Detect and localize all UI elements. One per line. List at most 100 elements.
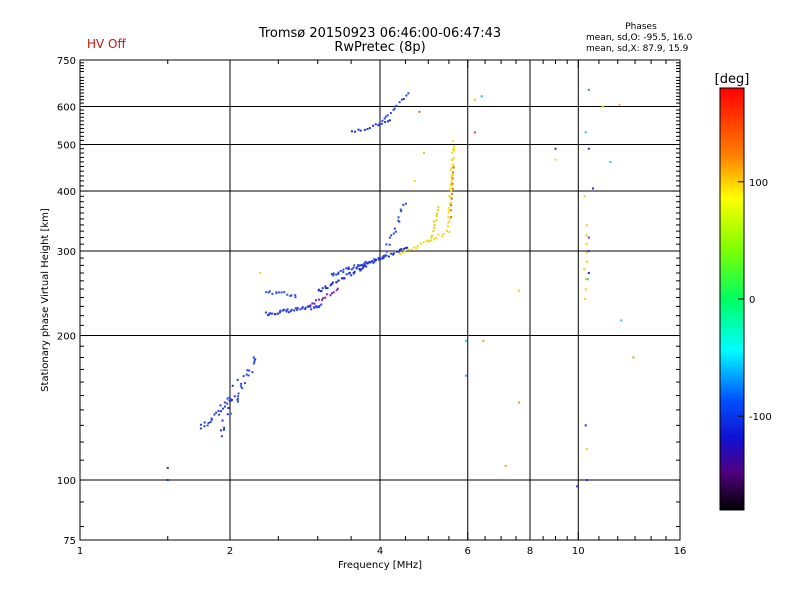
data-point [447,211,450,214]
data-point [433,226,436,229]
data-point [378,257,381,260]
data-point [324,285,327,288]
data-point [584,424,587,427]
data-point [199,427,202,430]
data-point [318,304,321,307]
data-point [352,272,355,275]
data-point [226,402,229,405]
data-point [452,149,455,152]
data-point [432,230,435,233]
data-point [307,305,310,308]
data-point [384,121,387,124]
grid-lines [80,60,680,540]
y-tick-label: 750 [57,56,76,67]
data-point [326,287,329,290]
data-point [587,271,590,274]
data-point [365,265,368,268]
data-point [445,229,448,232]
data-point [433,224,436,227]
data-point [227,407,230,410]
colorbar-tick-label: -100 [749,412,772,423]
data-point [450,151,453,154]
data-point [353,270,356,273]
data-point [252,362,255,365]
data-point [217,409,220,412]
data-point [313,302,316,305]
data-point [271,312,274,315]
data-point [363,264,366,267]
data-point [213,413,216,416]
data-point [254,358,257,361]
data-point [320,290,323,293]
data-point [448,218,451,221]
data-point [450,159,453,162]
chart-title: Tromsø 20150923 06:46:00-06:47:43 RwPret… [230,27,530,55]
data-point [281,309,284,312]
data-point [413,179,416,182]
data-point [361,264,364,267]
data-point [400,210,403,213]
data-point [450,215,453,218]
data-point [435,214,438,217]
data-point [229,412,232,415]
data-point [392,252,395,255]
data-point [199,423,202,426]
data-point [253,360,256,363]
data-point [239,385,242,388]
data-point [251,371,254,374]
data-point [394,230,397,233]
y-tick-label: 75 [63,536,76,547]
data-point [585,224,588,227]
data-point [419,242,422,245]
phase-stats-x: mean, sd,X: 87.9, 15.9 [586,44,689,54]
data-point [330,292,333,295]
data-point [350,274,353,277]
data-point [452,165,455,168]
data-point [587,236,590,239]
data-point [348,271,351,274]
data-point [321,287,324,290]
data-point [450,190,453,193]
y-tick-label: 100 [57,476,76,487]
data-point [345,267,348,270]
data-point [364,260,367,263]
data-point [218,413,221,416]
data-point [354,130,357,133]
data-point [324,287,327,290]
data-point [229,398,232,401]
data-point [335,289,338,292]
data-point [374,259,377,262]
data-point [286,308,289,311]
data-point [584,288,587,291]
colorbar: [deg] 100 0 -100 [715,72,772,511]
data-point [278,291,281,294]
data-point [383,117,386,120]
data-point [422,241,425,244]
data-point [427,240,430,243]
data-point [583,297,586,300]
data-point [390,252,393,255]
data-point [390,234,393,237]
data-point [437,206,440,209]
data-point [586,278,589,281]
data-point [392,108,395,111]
data-point [309,305,312,308]
x-axis-label: Frequency [MHz] [338,560,422,571]
data-point [381,119,384,122]
data-point [166,466,169,469]
data-point [436,209,439,212]
data-point [399,208,402,211]
data-point [273,313,276,316]
x-tick-label: 1 [77,546,83,557]
data-point [435,219,438,222]
data-point [350,130,353,133]
data-point [452,157,455,160]
data-point [288,311,291,314]
data-point [362,265,365,268]
data-point [449,169,452,172]
data-point [452,147,455,150]
data-point [210,417,213,420]
data-point [304,307,307,310]
x-tick-label: 6 [465,546,471,557]
data-point [215,411,218,414]
